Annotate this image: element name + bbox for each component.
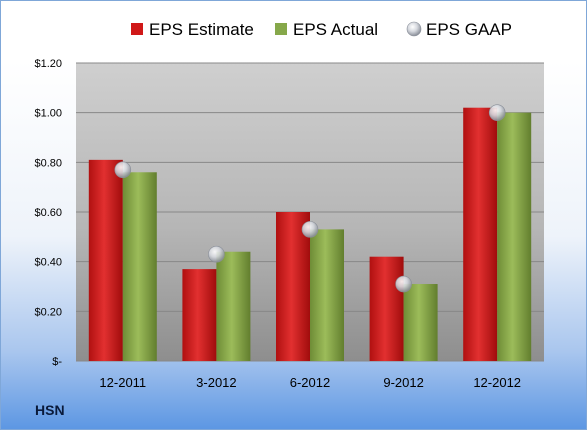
y-axis-tick-labels: $- $0.20 $0.40 $0.60 $0.80 $1.00 $1.20 <box>34 58 62 368</box>
x-tick-label: 12-2012 <box>473 375 521 390</box>
eps-gaap-marker <box>301 221 319 238</box>
eps-gaap-marker <box>395 275 412 293</box>
gaap-markers <box>114 104 506 293</box>
legend-swatch <box>406 21 422 37</box>
y-tick-label: $0.60 <box>34 207 62 219</box>
eps-actual-bar <box>216 251 251 361</box>
y-tick-label: $0.80 <box>34 157 62 169</box>
legend-swatch <box>131 23 143 35</box>
ticker-label: HSN <box>35 402 65 418</box>
eps-estimate-bar <box>463 107 498 361</box>
y-tick-label: $1.20 <box>34 58 62 70</box>
y-tick-label: $1.00 <box>34 108 62 120</box>
eps-estimate-bar <box>88 159 123 361</box>
legend-swatch <box>275 23 287 35</box>
eps-actual-bar <box>403 284 438 361</box>
legend-label: EPS GAAP <box>426 20 512 39</box>
y-tick-label: $0.20 <box>34 306 62 318</box>
eps-actual-bar <box>310 229 344 361</box>
legend: EPS Estimate EPS Actual EPS GAAP <box>131 20 512 39</box>
eps-estimate-bar <box>182 269 217 361</box>
eps-actual-bar <box>497 112 532 362</box>
eps-estimate-bar <box>276 212 310 361</box>
legend-label: EPS Estimate <box>149 20 254 39</box>
x-tick-label: 3-2012 <box>196 375 236 390</box>
eps-gaap-marker <box>114 161 132 179</box>
legend-label: EPS Actual <box>293 20 378 39</box>
eps-gaap-marker <box>208 245 225 263</box>
bars <box>88 107 532 362</box>
y-tick-label: $0.40 <box>34 257 62 269</box>
x-tick-label: 9-2012 <box>383 375 423 390</box>
eps-estimate-bar <box>369 256 404 361</box>
eps-actual-bar <box>122 172 157 361</box>
y-tick-label: $- <box>52 356 62 368</box>
eps-gaap-marker <box>488 104 506 121</box>
x-tick-label: 12-2011 <box>99 375 146 390</box>
x-axis-tick-labels: 12-2011 3-2012 6-2012 9-2012 12-2012 <box>99 375 521 390</box>
x-tick-label: 6-2012 <box>290 375 330 390</box>
